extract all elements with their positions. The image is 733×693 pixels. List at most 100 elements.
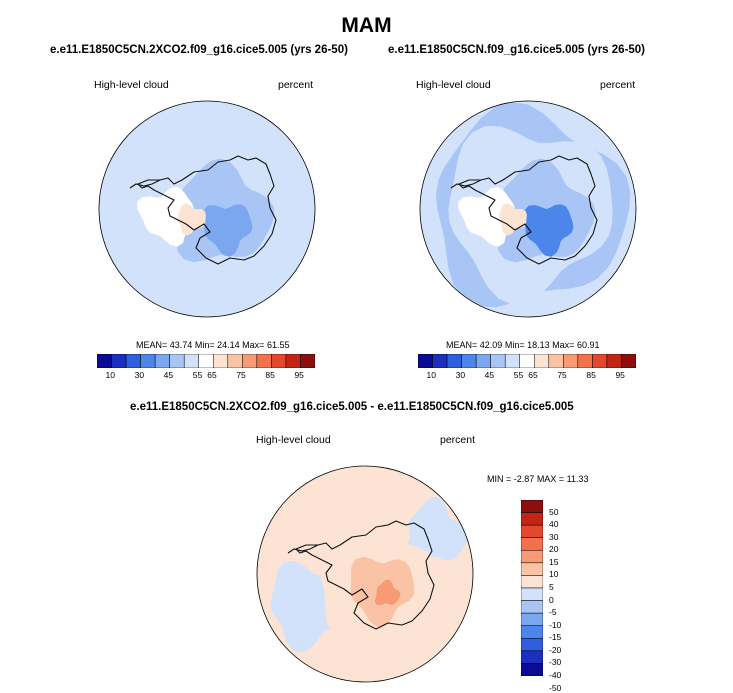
colorbar-tick-label: 65 (528, 370, 538, 380)
colorbar-tick-label: 30 (134, 370, 145, 380)
left-colorbar (97, 354, 315, 368)
colorbar-swatch (521, 524, 543, 538)
colorbar-swatch (461, 354, 477, 368)
colorbar-swatch (521, 600, 543, 614)
colorbar-tick-label: 45 (163, 370, 174, 380)
right-max-value: 60.91 (576, 340, 600, 350)
colorbar-swatch (227, 354, 243, 368)
colorbar-tick-label: 10 (549, 569, 559, 580)
diff-colorbar (521, 500, 543, 676)
colorbar-tick-label: 95 (294, 370, 304, 380)
colorbar-swatch (300, 354, 315, 368)
colorbar-swatch (521, 638, 543, 652)
colorbar-tick-label: 5 (549, 582, 554, 592)
diff-polar-map (256, 465, 474, 683)
colorbar-swatch (504, 354, 520, 368)
colorbar-tick-label: 45 (484, 370, 495, 380)
colorbar-swatch (256, 354, 272, 368)
right-polar-map (419, 100, 637, 318)
diff-colorbar-ticks: 50 40 30 20 15 10 5 0 -5 -10 -15 -20 -30 -40 -50 (547, 500, 587, 693)
colorbar-tick-label: -5 (549, 607, 557, 618)
colorbar-swatch (521, 537, 543, 551)
diff-stats: MIN = -2.87 MAX = 11.33 (487, 474, 588, 484)
colorbar-swatch (534, 354, 550, 368)
colorbar-swatch (418, 354, 433, 368)
colorbar-tick-label: 65 (207, 370, 217, 380)
colorbar-swatch (183, 354, 199, 368)
colorbar-swatch (285, 354, 301, 368)
colorbar-swatch (521, 663, 543, 676)
right-colorbar-ticks: 10 30 45 55 65 75 85 95 (418, 369, 636, 383)
colorbar-swatch (111, 354, 127, 368)
diff-panel-title: e.e11.E1850C5CN.2XCO2.f09_g16.cice5.005 … (130, 401, 574, 413)
colorbar-swatch (198, 354, 214, 368)
right-colorbar (418, 354, 636, 368)
left-polar-map (98, 100, 316, 318)
left-panel-title: e.e11.E1850C5CN.2XCO2.f09_g16.cice5.005 … (50, 44, 348, 56)
right-stats: MEAN= 42.09 Min= 18.13 Max= 60.91 (446, 340, 599, 350)
colorbar-swatch (271, 354, 287, 368)
colorbar-swatch (577, 354, 593, 368)
diff-min-value: -2.87 (513, 474, 535, 484)
left-stats: MEAN= 43.74 Min= 24.14 Max= 61.55 (136, 340, 289, 350)
left-max-label: Max= (242, 340, 265, 350)
diff-max-label: MAX = (536, 474, 565, 484)
colorbar-tick-label: -10 (549, 619, 562, 630)
colorbar-tick-label: 30 (549, 531, 559, 542)
field-central-max (374, 579, 401, 606)
colorbar-tick-label: 0 (549, 594, 554, 605)
colorbar-swatch (521, 587, 543, 601)
colorbar-tick-label: -20 (549, 644, 562, 655)
colorbar-swatch (606, 354, 622, 368)
colorbar-swatch (169, 354, 185, 368)
colorbar-tick-label: 15 (549, 556, 559, 567)
right-min-label: Min= (504, 340, 525, 350)
colorbar-swatch (475, 354, 491, 368)
left-max-value: 61.55 (266, 340, 290, 350)
left-colorbar-ticks: 10 30 45 55 65 75 85 95 (97, 369, 315, 383)
colorbar-tick-label: 20 (549, 544, 559, 555)
colorbar-swatch (446, 354, 462, 368)
figure-title: MAM (341, 14, 392, 37)
colorbar-swatch (490, 354, 506, 368)
right-mean-label: MEAN= (446, 340, 478, 350)
colorbar-swatch (548, 354, 564, 368)
right-panel-title: e.e11.E1850C5CN.f09_g16.cice5.005 (yrs 2… (388, 44, 646, 56)
colorbar-tick-label: 50 (549, 506, 559, 517)
field-ross-shelf (203, 204, 253, 257)
colorbar-swatch (521, 575, 543, 589)
map-frame (419, 100, 637, 318)
colorbar-swatch (213, 354, 229, 368)
colorbar-tick-label: 55 (192, 370, 203, 380)
map-frame (256, 465, 474, 683)
colorbar-tick-label: 95 (615, 370, 625, 380)
colorbar-swatch (521, 562, 543, 576)
coastline-antarctica (137, 155, 277, 265)
colorbar-swatch (154, 354, 170, 368)
colorbar-swatch (521, 550, 543, 564)
field-south-pacific (405, 497, 470, 565)
coastline-peninsula (129, 179, 161, 189)
right-variable-label: High-level cloud (416, 79, 491, 91)
diff-units-label: percent (440, 434, 476, 446)
colorbar-swatch (140, 354, 156, 368)
colorbar-swatch (97, 354, 112, 368)
colorbar-tick-label: 30 (455, 370, 466, 380)
left-mean-label: MEAN= (136, 340, 168, 350)
left-variable-label: High-level cloud (94, 79, 169, 91)
colorbar-tick-label: 10 (426, 370, 436, 380)
colorbar-swatch (125, 354, 141, 368)
field-weddell-sea (458, 186, 516, 247)
colorbar-tick-label: 75 (236, 370, 246, 380)
colorbar-swatch (521, 512, 543, 526)
colorbar-swatch (521, 500, 543, 513)
diff-max-value: 11.33 (566, 474, 589, 484)
colorbar-swatch (519, 354, 535, 368)
colorbar-swatch (563, 354, 579, 368)
colorbar-swatch (621, 354, 636, 368)
colorbar-tick-label: 40 (549, 519, 559, 530)
coastline-peninsula (287, 544, 319, 554)
colorbar-tick-label: 85 (586, 370, 596, 380)
colorbar-tick-label: 55 (513, 370, 524, 380)
field-ross-shelf (524, 204, 574, 257)
